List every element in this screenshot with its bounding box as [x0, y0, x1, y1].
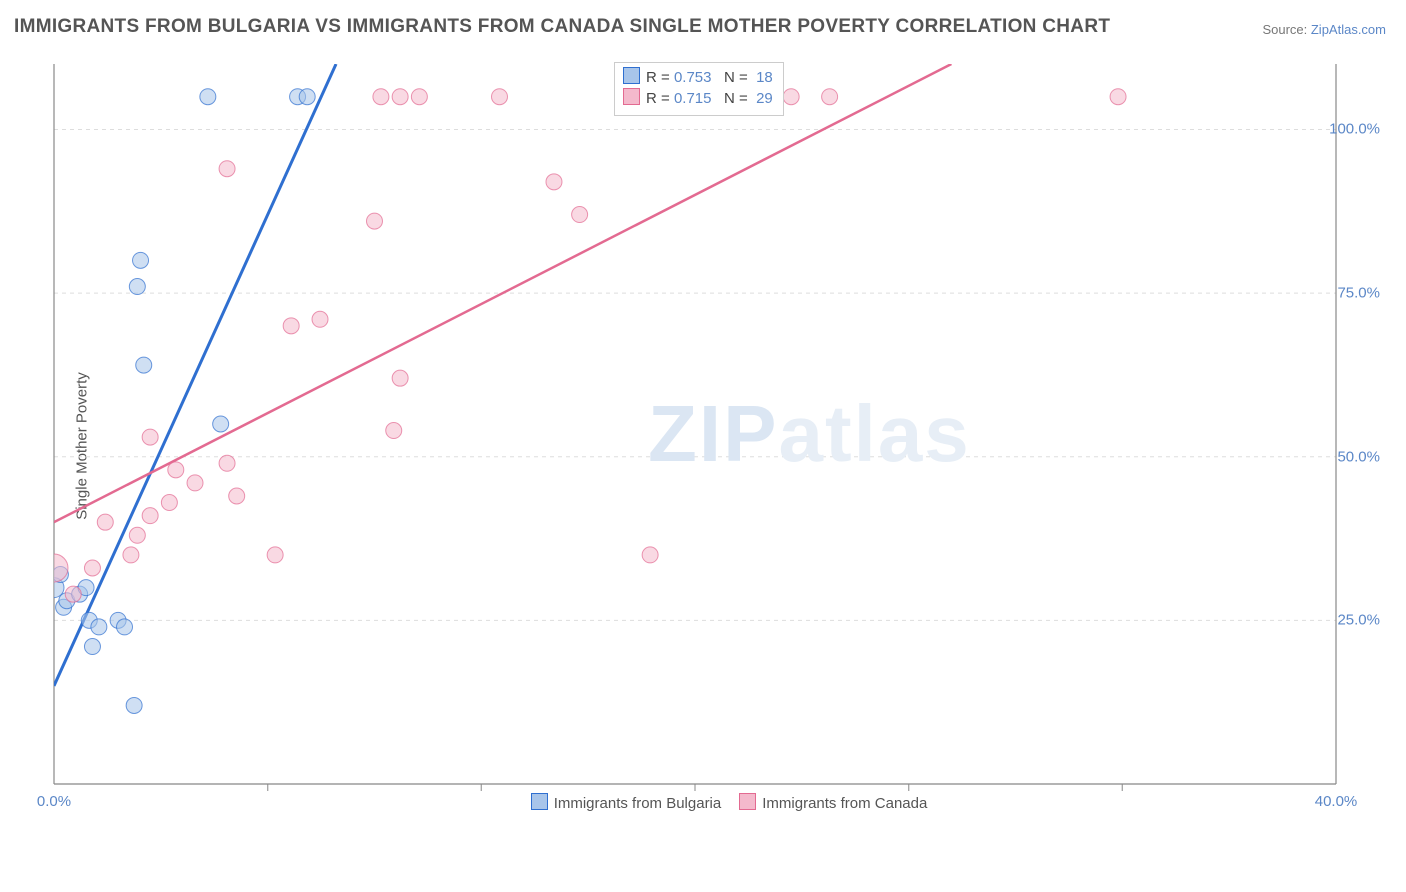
legend-swatch — [623, 88, 640, 105]
y-tick-label: 100.0% — [1329, 121, 1380, 138]
series-swatch — [531, 793, 548, 810]
legend-row: R = 0.753 N = 18 — [623, 67, 773, 88]
y-tick-label: 25.0% — [1337, 612, 1380, 629]
legend-r-value: 0.715 — [674, 90, 712, 107]
series-label: Immigrants from Canada — [762, 795, 927, 812]
series-label: Immigrants from Bulgaria — [554, 795, 722, 812]
y-tick-label: 50.0% — [1337, 448, 1380, 465]
source-prefix: Source: — [1262, 22, 1310, 37]
legend-row: R = 0.715 N = 29 — [623, 88, 773, 109]
chart-title: IMMIGRANTS FROM BULGARIA VS IMMIGRANTS F… — [14, 16, 1110, 38]
legend-r-value: 0.753 — [674, 69, 712, 86]
x-legend: Immigrants from Bulgaria Immigrants from … — [48, 793, 1392, 812]
y-tick-label: 75.0% — [1337, 285, 1380, 302]
source-credit: Source: ZipAtlas.com — [1262, 22, 1386, 37]
legend-n-value: 18 — [752, 69, 773, 86]
source-link[interactable]: ZipAtlas.com — [1311, 22, 1386, 37]
legend-swatch — [623, 67, 640, 84]
chart-area: ZIPatlas 25.0%50.0%75.0%100.0% 0.0%40.0%… — [48, 58, 1392, 818]
series-swatch — [739, 793, 756, 810]
legend-n-value: 29 — [752, 90, 773, 107]
chart-svg — [48, 58, 1392, 818]
legend-box: R = 0.753 N = 18R = 0.715 N = 29 — [614, 62, 784, 116]
